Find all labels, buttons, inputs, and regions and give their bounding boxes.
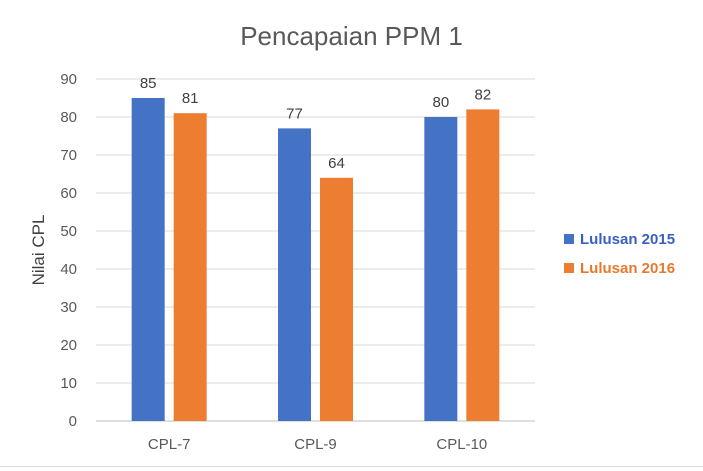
x-tick-labels: CPL-7 CPL-9 CPL-10	[148, 436, 487, 453]
y-tick-label: 70	[60, 147, 77, 164]
data-label: 82	[474, 86, 491, 103]
x-tick-label: CPL-9	[294, 436, 337, 453]
legend-label-series-2: Lulusan 2016	[580, 259, 676, 277]
legend-swatch-series-2	[564, 263, 574, 273]
data-label: 64	[328, 155, 345, 172]
data-label: 85	[140, 75, 157, 92]
chart-title: Pencapaian PPM 1	[240, 21, 463, 51]
y-tick-label: 80	[60, 109, 77, 126]
x-tick-label: CPL-7	[148, 436, 191, 453]
y-tick-label: 10	[60, 375, 77, 392]
bars	[131, 98, 500, 422]
x-tick-label: CPL-10	[436, 436, 487, 453]
legend-item-series-1: Lulusan 2015	[564, 229, 675, 249]
y-tick-label: 50	[60, 223, 77, 240]
gridlines	[96, 78, 535, 422]
y-tick-label: 0	[69, 413, 77, 430]
legend-item-series-2: Lulusan 2016	[564, 258, 675, 278]
y-tick-label: 20	[60, 337, 77, 354]
data-label: 80	[432, 94, 449, 111]
y-tick-label: 90	[60, 71, 77, 88]
bar-cpl-7-series-1	[131, 98, 165, 421]
data-label: 81	[182, 90, 199, 107]
legend-label-series-1: Lulusan 2015	[580, 230, 676, 248]
bar-cpl-10-series-2	[466, 109, 500, 422]
legend: Lulusan 2015 Lulusan 2016	[564, 229, 675, 287]
bar-cpl-10-series-1	[424, 117, 458, 421]
data-label: 77	[286, 105, 303, 122]
y-tick-label: 40	[60, 261, 77, 278]
y-tick-label: 30	[60, 299, 77, 316]
data-labels: 85 81 77 64 80 82	[140, 75, 491, 172]
legend-swatch-series-1	[564, 234, 574, 244]
y-tick-label: 60	[60, 185, 77, 202]
bottom-border	[0, 466, 703, 467]
bar-cpl-7-series-2	[173, 113, 207, 421]
bar-cpl-9-series-2	[320, 177, 353, 421]
y-tick-labels: 0 10 20 30 40 50 60 70 80 90	[60, 71, 77, 430]
bar-cpl-9-series-1	[278, 128, 311, 421]
